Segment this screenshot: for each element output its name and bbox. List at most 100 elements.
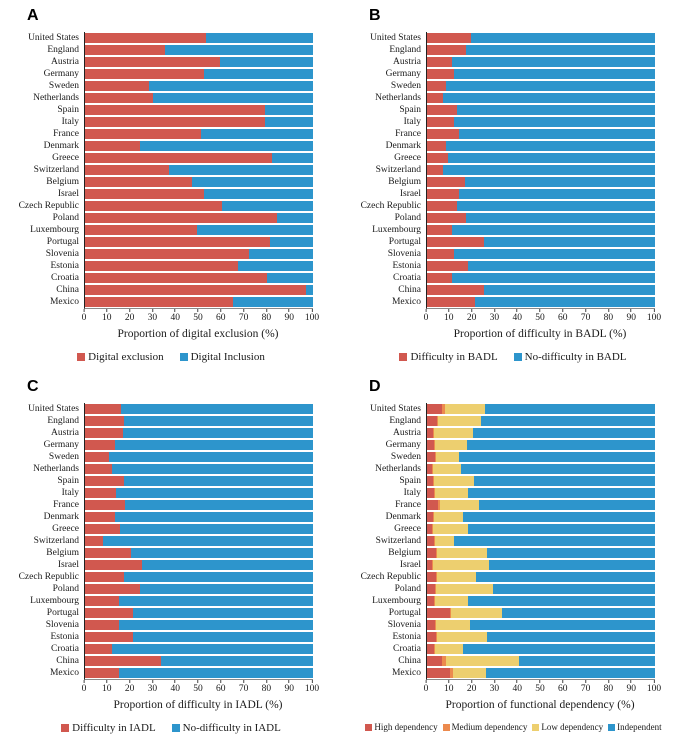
chart-row [85, 463, 313, 475]
bar-segment [431, 560, 433, 570]
tick-label: 20 [124, 313, 135, 323]
chart-row [85, 607, 313, 619]
stacked-bar [427, 428, 655, 438]
bar-segment [427, 297, 475, 307]
bar-segment [192, 177, 313, 187]
stacked-bar [427, 464, 655, 474]
axis-tick: 20 [125, 680, 134, 694]
bar-chart-badl: United States England Austria Germany Sweden… [342, 32, 678, 363]
plot-area [84, 403, 313, 680]
panel-d: D United States England Austria Germany Swed… [342, 371, 685, 742]
tick-label: 50 [535, 684, 545, 694]
stacked-bar [427, 117, 655, 127]
chart-row [85, 152, 313, 164]
tick-mark [151, 309, 153, 312]
tick-label: 100 [304, 684, 320, 694]
chart-row [85, 80, 313, 92]
tick-label: 10 [444, 684, 454, 694]
stacked-bar [85, 297, 313, 307]
chart-row [85, 547, 313, 559]
bar-segment [427, 117, 455, 127]
chart-row [85, 248, 313, 260]
chart-row [427, 296, 655, 308]
axis-tick: 60 [558, 309, 568, 323]
bar-segment [427, 632, 437, 642]
bar-segment [132, 608, 313, 618]
stacked-bar [427, 608, 655, 618]
bar-segment [85, 416, 124, 426]
bar-segment [85, 608, 133, 618]
bar-segment [433, 536, 435, 546]
country-label: Italy [61, 488, 79, 498]
chart-row [427, 260, 655, 272]
country-label: Austria [51, 428, 79, 438]
legend-swatch [365, 723, 373, 731]
bar-segment [436, 632, 438, 642]
tick-label: 10 [444, 313, 454, 323]
stacked-bar [85, 524, 313, 534]
stacked-bar [85, 69, 313, 79]
axis-tick: 50 [193, 309, 203, 323]
tick-label: 50 [193, 313, 203, 323]
legend-label: Independent [617, 722, 662, 732]
legend-swatch [61, 724, 70, 732]
tick-mark [174, 680, 176, 683]
country-label: Mexico [391, 297, 421, 307]
bar-segment [427, 476, 433, 486]
tick-mark [220, 680, 222, 683]
chart-row [85, 272, 313, 284]
chart-row [85, 164, 313, 176]
chart-row [427, 571, 655, 583]
stacked-bar [427, 488, 655, 498]
country-label: China [398, 656, 421, 666]
country-label: Mexico [49, 668, 79, 678]
bar-segment [433, 512, 464, 522]
axis-tick: 10 [102, 309, 112, 323]
bar-segment [161, 656, 313, 666]
panel-letter: A [27, 7, 39, 24]
tick-mark [448, 680, 450, 683]
tick-mark [243, 309, 245, 312]
plot-area [426, 403, 655, 680]
stacked-bar [427, 285, 655, 295]
axis-tick: 50 [535, 309, 545, 323]
tick-label: 60 [216, 684, 226, 694]
chart-row [85, 92, 313, 104]
chart-row [85, 176, 313, 188]
chart-row [85, 643, 313, 655]
bar-segment [85, 524, 121, 534]
legend-item: Independent [608, 722, 662, 732]
bar-segment [480, 416, 655, 426]
tick-label: 0 [81, 684, 87, 694]
stacked-bar [427, 189, 655, 199]
stacked-bar [85, 225, 313, 235]
bar-segment [436, 584, 494, 594]
legend-item: Difficulty in BADL [399, 351, 498, 363]
bar-segment [153, 93, 313, 103]
country-label: Estonia [392, 261, 422, 271]
bar-segment [85, 177, 193, 187]
bar-segment [427, 488, 434, 498]
bar-segment [265, 117, 313, 127]
bar-segment [468, 524, 655, 534]
bar-segment [432, 560, 489, 570]
axis-tick: 70 [239, 309, 248, 323]
y-axis-labels: United States England Austria Germany Sweden… [342, 32, 426, 309]
bar-segment [474, 297, 655, 307]
bar-segment [434, 620, 437, 630]
bar-segment [114, 440, 313, 450]
bar-segment [427, 416, 438, 426]
country-label: Spain [57, 476, 79, 486]
bar-segment [142, 560, 313, 570]
stacked-bar [427, 620, 655, 630]
stacked-bar [85, 500, 313, 510]
bar-segment [463, 512, 655, 522]
country-label: Portugal [46, 237, 79, 247]
chart-row [85, 595, 313, 607]
bar-segment [85, 273, 268, 283]
axis-tick: 90 [626, 309, 636, 323]
chart-row [427, 236, 655, 248]
country-label: China [56, 285, 79, 295]
chart-row [427, 140, 655, 152]
bar-segment [463, 644, 655, 654]
